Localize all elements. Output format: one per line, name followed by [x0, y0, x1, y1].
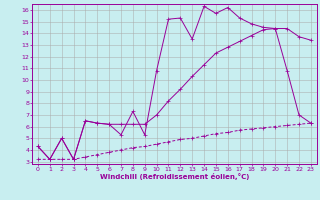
X-axis label: Windchill (Refroidissement éolien,°C): Windchill (Refroidissement éolien,°C): [100, 173, 249, 180]
